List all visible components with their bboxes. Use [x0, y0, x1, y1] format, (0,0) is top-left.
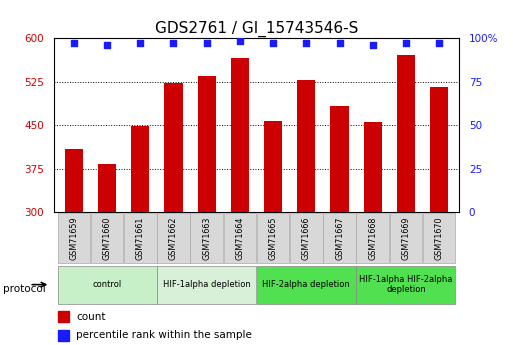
Text: GSM71664: GSM71664 [235, 216, 244, 260]
FancyBboxPatch shape [323, 213, 356, 264]
Text: GSM71659: GSM71659 [69, 216, 78, 260]
Text: GSM71669: GSM71669 [402, 216, 410, 260]
Point [169, 40, 177, 46]
Point [369, 42, 377, 48]
Point [103, 42, 111, 48]
Point [269, 40, 277, 46]
Point [136, 40, 144, 46]
Bar [65, 149, 83, 212]
Bar [164, 83, 183, 212]
Text: HIF-1alpha depletion: HIF-1alpha depletion [163, 280, 250, 289]
Point [302, 40, 310, 46]
Point [70, 40, 78, 46]
FancyBboxPatch shape [257, 266, 356, 304]
Bar [98, 164, 116, 212]
Text: percentile rank within the sample: percentile rank within the sample [76, 331, 252, 341]
Point [336, 40, 344, 46]
Point [203, 40, 211, 46]
Text: GSM71661: GSM71661 [136, 216, 145, 260]
FancyBboxPatch shape [390, 213, 422, 264]
FancyBboxPatch shape [224, 213, 256, 264]
Text: GSM71667: GSM71667 [335, 216, 344, 260]
Point [402, 40, 410, 46]
FancyBboxPatch shape [357, 266, 456, 304]
Bar [364, 122, 382, 212]
FancyBboxPatch shape [157, 266, 256, 304]
Point [435, 40, 443, 46]
Bar [231, 58, 249, 212]
Text: HIF-2alpha depletion: HIF-2alpha depletion [263, 280, 350, 289]
Text: control: control [92, 280, 122, 289]
Text: protocol: protocol [3, 284, 45, 294]
FancyBboxPatch shape [423, 213, 456, 264]
FancyBboxPatch shape [357, 213, 389, 264]
FancyBboxPatch shape [91, 213, 123, 264]
FancyBboxPatch shape [57, 213, 90, 264]
Text: HIF-1alpha HIF-2alpha
depletion: HIF-1alpha HIF-2alpha depletion [359, 275, 452, 294]
FancyBboxPatch shape [290, 213, 323, 264]
FancyBboxPatch shape [124, 213, 156, 264]
FancyBboxPatch shape [157, 213, 190, 264]
Bar [397, 55, 415, 212]
Bar [430, 87, 448, 212]
FancyBboxPatch shape [190, 213, 223, 264]
Title: GDS2761 / GI_15743546-S: GDS2761 / GI_15743546-S [155, 20, 358, 37]
Point [236, 39, 244, 44]
Bar [58, 311, 69, 322]
Text: GSM71670: GSM71670 [435, 216, 444, 260]
Bar [131, 126, 149, 212]
FancyBboxPatch shape [57, 266, 156, 304]
Bar [198, 76, 216, 212]
Text: GSM71665: GSM71665 [269, 216, 278, 260]
Bar [297, 80, 315, 212]
Text: GSM71668: GSM71668 [368, 216, 377, 260]
Bar [264, 121, 282, 212]
FancyBboxPatch shape [257, 213, 289, 264]
Bar [330, 106, 349, 212]
Text: GSM71662: GSM71662 [169, 216, 178, 260]
Text: GSM71663: GSM71663 [202, 216, 211, 260]
Text: count: count [76, 312, 106, 322]
Bar [58, 330, 69, 341]
Text: GSM71660: GSM71660 [103, 216, 111, 260]
Text: GSM71666: GSM71666 [302, 216, 311, 260]
